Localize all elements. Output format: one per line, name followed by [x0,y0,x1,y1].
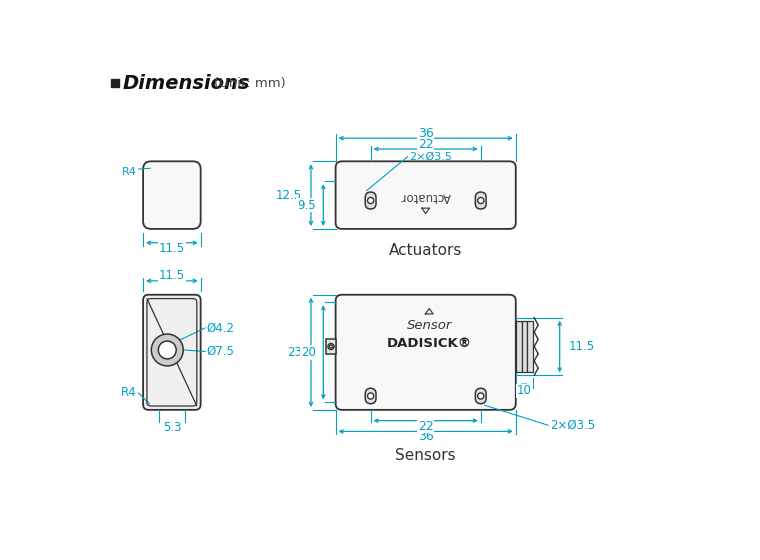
Circle shape [478,393,484,399]
Bar [326,339,336,354]
Text: 22: 22 [418,419,433,432]
Text: 23: 23 [287,346,302,359]
Text: 10: 10 [517,384,532,397]
Text: R4: R4 [122,386,137,399]
Text: Actuator: Actuator [401,190,451,203]
Circle shape [328,343,334,349]
FancyBboxPatch shape [475,192,486,209]
Text: 11.5: 11.5 [159,242,185,255]
Text: (Unit: mm): (Unit: mm) [214,77,286,90]
FancyBboxPatch shape [366,388,376,404]
Text: 36: 36 [418,430,433,444]
Text: 9.5: 9.5 [297,199,315,212]
FancyBboxPatch shape [143,295,201,410]
Bar [111,79,119,87]
Text: Sensor: Sensor [407,319,452,332]
Circle shape [158,341,176,359]
FancyBboxPatch shape [475,388,486,404]
FancyBboxPatch shape [143,161,201,229]
Text: 22: 22 [418,138,433,151]
Bar [516,321,522,372]
FancyBboxPatch shape [336,161,516,229]
Text: Ø7.5: Ø7.5 [206,345,234,358]
Text: 36: 36 [418,127,433,140]
Text: 12.5: 12.5 [276,189,302,202]
Text: 11.5: 11.5 [159,269,185,282]
Text: 5.3: 5.3 [163,421,181,434]
Text: DADISICK®: DADISICK® [387,337,472,349]
Circle shape [368,393,374,399]
Text: Actuators: Actuators [389,243,462,258]
Text: 2×Ø3.5: 2×Ø3.5 [550,419,596,432]
Text: Sensors: Sensors [395,449,456,463]
Circle shape [329,345,333,348]
Circle shape [151,334,183,366]
Text: Ø4.2: Ø4.2 [206,321,234,334]
Text: 11.5: 11.5 [569,340,595,353]
FancyBboxPatch shape [366,192,376,209]
Text: R4: R4 [122,167,137,178]
Text: Dimensions: Dimensions [123,74,251,93]
Circle shape [368,198,374,204]
FancyBboxPatch shape [336,295,516,410]
Bar [527,321,533,372]
Text: 2×Ø3.5: 2×Ø3.5 [409,152,452,162]
Text: 20: 20 [301,346,315,359]
Bar [522,321,527,372]
Circle shape [478,198,484,204]
